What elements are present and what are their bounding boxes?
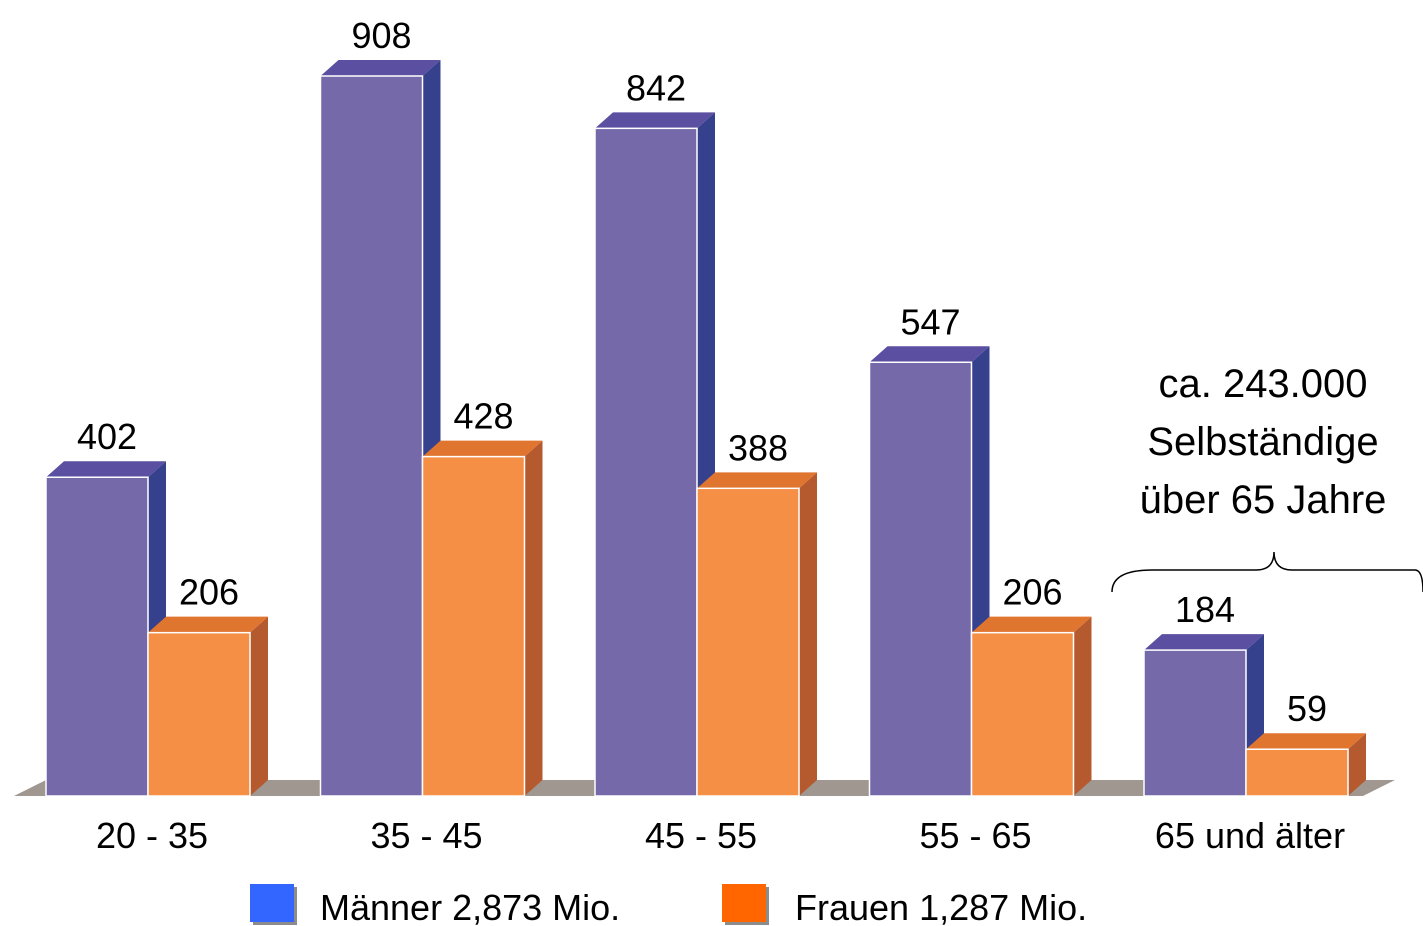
bar-top-1-1 (422, 440, 543, 457)
bar-side-4-1 (1348, 733, 1366, 796)
value-label-2-0: 842 (626, 67, 686, 108)
bar-top-4-0 (1144, 634, 1264, 651)
bars-group (45, 60, 1366, 797)
annotation-line-3: über 65 Jahre (1140, 478, 1387, 522)
value-label-4-0: 184 (1175, 589, 1235, 630)
value-label-2-1: 388 (728, 427, 788, 468)
bar-side-3-1 (1073, 616, 1092, 796)
category-label-1: 35 - 45 (370, 815, 482, 856)
annotation-line-2: Selbständige (1147, 420, 1378, 464)
bar-front-4-1 (1245, 748, 1349, 797)
bar-2-1 (696, 472, 817, 797)
bar-top-3-0 (869, 346, 990, 363)
annotation-line-1: ca. 243.000 (1158, 362, 1367, 406)
category-label-0: 20 - 35 (96, 815, 208, 856)
bar-front-0-0 (45, 476, 149, 797)
bar-3-0 (868, 346, 990, 797)
bar-front-1-0 (319, 75, 424, 797)
bar-4-1 (1245, 733, 1366, 797)
category-labels-group: 20 - 35 35 - 45 45 - 55 55 - 65 65 und älter (96, 815, 1345, 856)
bar-side-2-1 (799, 472, 817, 796)
value-label-0-1: 206 (179, 572, 239, 613)
legend: Männer 2,873 Mio. Frauen 1,287 Mio. (250, 884, 1087, 926)
bar-top-0-0 (46, 461, 166, 478)
bar-1-1 (421, 440, 543, 797)
value-label-1-1: 428 (453, 396, 513, 437)
bar-0-1 (147, 616, 268, 797)
legend-label-1: Frauen 1,287 Mio. (795, 887, 1087, 926)
bar-front-0-1 (147, 631, 251, 797)
value-label-1-0: 908 (351, 15, 411, 56)
annotation-group: ca. 243.000 Selbständige über 65 Jahre (1111, 362, 1423, 593)
annotation-brace (1111, 551, 1423, 593)
value-label-3-1: 206 (1002, 572, 1062, 613)
bar-side-0-1 (250, 616, 268, 796)
bar-front-1-1 (421, 455, 526, 797)
bar-top-0-1 (148, 616, 268, 633)
category-label-4: 65 und älter (1155, 815, 1345, 856)
value-label-3-0: 547 (900, 301, 960, 342)
bar-top-2-0 (595, 112, 715, 129)
bar-top-2-1 (697, 472, 817, 489)
bar-front-3-1 (970, 631, 1075, 797)
bar-top-1-0 (320, 60, 441, 76)
bar-front-3-0 (868, 361, 973, 797)
bar-top-3-1 (971, 616, 1092, 633)
legend-swatch-0 (250, 884, 294, 922)
legend-swatch-1 (722, 884, 766, 922)
bar-top-4-1 (1246, 733, 1366, 750)
value-label-0-0: 402 (77, 416, 137, 457)
value-label-4-1: 59 (1287, 688, 1327, 729)
bar-front-4-0 (1143, 649, 1247, 797)
category-label-2: 45 - 55 (645, 815, 757, 856)
bar-side-1-1 (524, 440, 543, 796)
bar-3-1 (970, 616, 1092, 797)
bar-front-2-0 (594, 127, 698, 797)
bar-front-2-1 (696, 487, 800, 797)
category-label-3: 55 - 65 (919, 815, 1031, 856)
legend-label-0: Männer 2,873 Mio. (320, 887, 620, 926)
value-labels-group: 402 206 908 428 842 388 547 206 184 59 (77, 15, 1327, 729)
